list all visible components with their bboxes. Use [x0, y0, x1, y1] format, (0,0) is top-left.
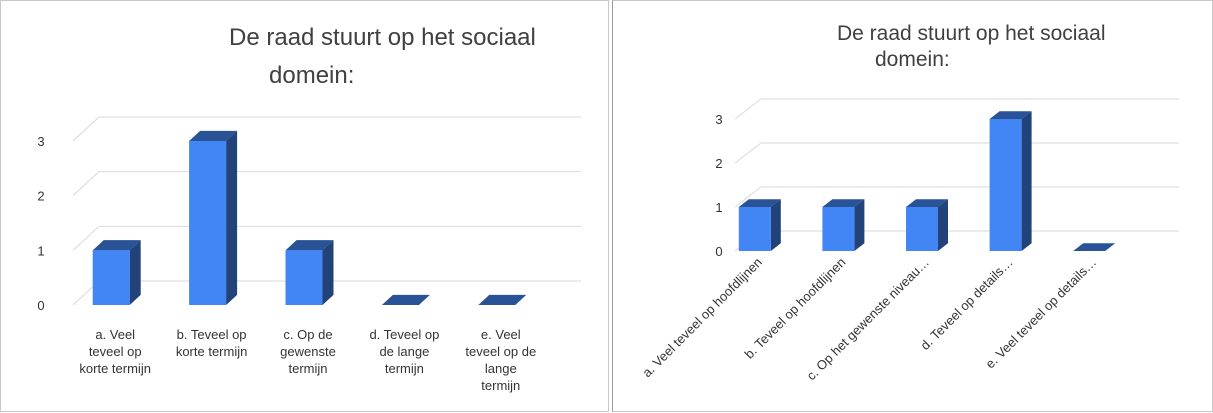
bar-side [322, 240, 334, 305]
bar-top [906, 199, 948, 207]
x-category-label-line: termijn [288, 361, 327, 376]
bar [989, 119, 1022, 251]
gridline-slant [734, 98, 762, 120]
chart-title-line2: domein: [875, 48, 950, 71]
x-category-label-line: gewenste [280, 344, 336, 359]
x-category-label-line: korte termijn [79, 361, 151, 376]
bar [906, 207, 938, 251]
x-category-label-line: teveel op [89, 344, 142, 359]
gridline-slant [734, 186, 762, 208]
bar-top [1073, 243, 1116, 251]
bar-top [989, 111, 1032, 119]
bar-top [285, 240, 334, 251]
x-category-label-line: e. Veel [481, 327, 521, 342]
y-tick-label: 3 [715, 112, 722, 127]
y-tick-label: 1 [715, 200, 722, 215]
bar [822, 207, 855, 251]
bar [92, 250, 130, 305]
x-category-label-line: lange [485, 361, 517, 376]
bar-side [770, 199, 781, 251]
x-category-label-line: d. Teveel op [369, 327, 439, 342]
x-category-label-line: de lange [379, 344, 429, 359]
bar-side [129, 240, 141, 305]
chart-title-line2: domein: [269, 62, 355, 89]
gridline-slant [72, 171, 100, 197]
x-category-label-line: termijn [385, 361, 424, 376]
x-category-label-line: a. Veel [95, 327, 135, 342]
y-tick-label: 2 [37, 189, 44, 204]
bar-side [226, 130, 238, 305]
x-category-label: a. Veel teveel op hoofdlijnen [639, 255, 765, 381]
bar [285, 250, 323, 305]
gridline-slant [72, 116, 100, 142]
chart-panel-right: De raad stuurt op het sociaal domein: 0 1… [612, 0, 1213, 412]
bar-top [92, 240, 141, 251]
x-category-label-line: b. Teveel op [177, 327, 247, 342]
x-category-label-line: teveel op de [465, 344, 536, 359]
gridline-slant [72, 225, 100, 251]
y-tick-label: 0 [715, 244, 722, 259]
y-tick-label: 0 [37, 298, 44, 313]
x-category-label-line: termijn [481, 378, 520, 393]
bar-side [1021, 111, 1032, 251]
x-category-label-line: c. Op de [283, 327, 332, 342]
y-tick-label: 1 [37, 243, 44, 258]
chart-panel-left: De raad stuurt op het sociaal domein: 0 1… [0, 0, 609, 412]
bar-top [189, 130, 238, 141]
bar-top [738, 199, 781, 207]
chart-left-plot: 0 1 2 3 a. Veel teveel op korte termijn b. Teve… [37, 116, 581, 393]
x-category-label-line: korte termijn [176, 344, 248, 359]
y-tick-label: 2 [715, 156, 722, 171]
chart-title-line1: De raad stuurt op het sociaal [837, 22, 1106, 45]
bar [738, 207, 771, 251]
bar-side [938, 199, 948, 251]
y-tick-label: 3 [37, 134, 44, 149]
gridline-slant [734, 142, 762, 164]
chart-title-line1: De raad stuurt op het sociaal [229, 24, 536, 51]
bar-top [478, 294, 527, 305]
bar-top [822, 199, 865, 207]
bar-side [854, 199, 865, 251]
bar [189, 141, 227, 305]
x-category-label: d. Teveel op details… [917, 255, 1015, 353]
bar-top [381, 294, 430, 305]
